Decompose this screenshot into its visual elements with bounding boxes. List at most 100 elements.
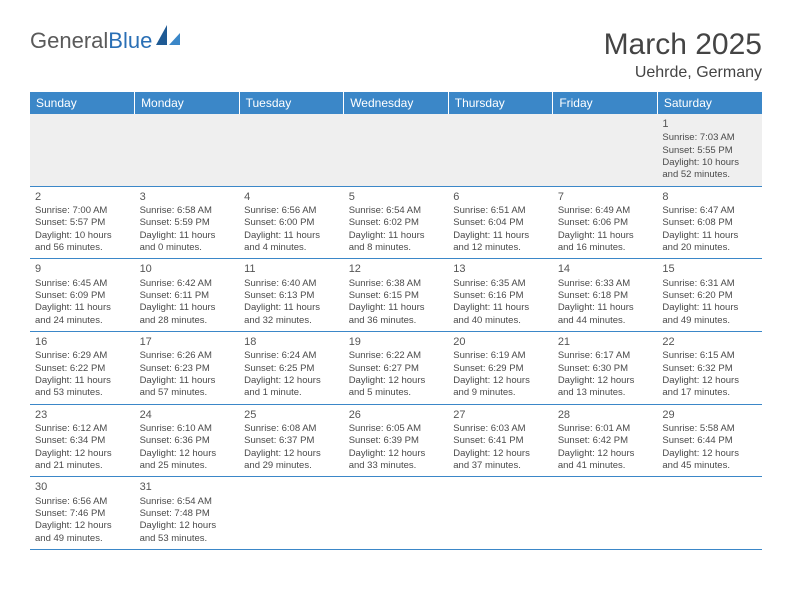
calendar-day-cell: 7Sunrise: 6:49 AMSunset: 6:06 PMDaylight… xyxy=(553,186,658,259)
day-detail-line: Sunrise: 7:03 AM xyxy=(662,132,757,144)
day-number: 30 xyxy=(35,480,130,494)
day-number: 20 xyxy=(453,335,548,349)
day-number: 8 xyxy=(662,190,757,204)
day-detail-line: Sunrise: 6:56 AM xyxy=(35,496,130,508)
calendar-day-cell: 27Sunrise: 6:03 AMSunset: 6:41 PMDayligh… xyxy=(448,404,553,477)
day-detail-line: and 24 minutes. xyxy=(35,315,130,327)
day-number: 23 xyxy=(35,408,130,422)
day-detail-line: and 16 minutes. xyxy=(558,242,653,254)
calendar-header-row: Sunday Monday Tuesday Wednesday Thursday… xyxy=(30,92,762,114)
day-detail-line: Daylight: 11 hours xyxy=(35,302,130,314)
calendar-day-cell: 6Sunrise: 6:51 AMSunset: 6:04 PMDaylight… xyxy=(448,186,553,259)
calendar-table: Sunday Monday Tuesday Wednesday Thursday… xyxy=(30,92,762,550)
calendar-day-cell xyxy=(239,477,344,550)
day-number: 22 xyxy=(662,335,757,349)
day-detail-line: Sunset: 6:39 PM xyxy=(349,435,444,447)
day-detail-line: Daylight: 11 hours xyxy=(662,230,757,242)
day-number: 10 xyxy=(140,262,235,276)
day-number: 6 xyxy=(453,190,548,204)
logo-sail-icon xyxy=(156,25,182,51)
day-number: 5 xyxy=(349,190,444,204)
day-detail-line: Sunrise: 6:22 AM xyxy=(349,350,444,362)
day-detail-line: Sunrise: 6:29 AM xyxy=(35,350,130,362)
day-detail-line: and 21 minutes. xyxy=(35,460,130,472)
day-header: Wednesday xyxy=(344,92,449,114)
day-detail-line: and 1 minute. xyxy=(244,387,339,399)
day-detail-line: Daylight: 12 hours xyxy=(453,375,548,387)
day-detail-line: Sunrise: 6:42 AM xyxy=(140,278,235,290)
day-detail-line: Sunset: 6:11 PM xyxy=(140,290,235,302)
day-detail-line: Sunset: 6:25 PM xyxy=(244,363,339,375)
day-detail-line: and 13 minutes. xyxy=(558,387,653,399)
day-detail-line: Sunrise: 6:17 AM xyxy=(558,350,653,362)
day-number: 11 xyxy=(244,262,339,276)
calendar-day-cell: 20Sunrise: 6:19 AMSunset: 6:29 PMDayligh… xyxy=(448,332,553,405)
calendar-day-cell: 10Sunrise: 6:42 AMSunset: 6:11 PMDayligh… xyxy=(135,259,240,332)
logo-text-general: General xyxy=(30,28,108,54)
day-detail-line: Sunrise: 6:56 AM xyxy=(244,205,339,217)
calendar-page: GeneralBlue March 2025 Uehrde, Germany S… xyxy=(0,0,792,570)
day-detail-line: Daylight: 11 hours xyxy=(244,230,339,242)
calendar-day-cell: 12Sunrise: 6:38 AMSunset: 6:15 PMDayligh… xyxy=(344,259,449,332)
calendar-day-cell: 5Sunrise: 6:54 AMSunset: 6:02 PMDaylight… xyxy=(344,186,449,259)
calendar-day-cell: 29Sunrise: 5:58 AMSunset: 6:44 PMDayligh… xyxy=(657,404,762,477)
day-detail-line: Sunset: 6:29 PM xyxy=(453,363,548,375)
calendar-body: 1Sunrise: 7:03 AMSunset: 5:55 PMDaylight… xyxy=(30,114,762,550)
day-detail-line: Sunset: 6:37 PM xyxy=(244,435,339,447)
day-number: 1 xyxy=(662,117,757,131)
calendar-day-cell: 22Sunrise: 6:15 AMSunset: 6:32 PMDayligh… xyxy=(657,332,762,405)
day-detail-line: Sunrise: 6:38 AM xyxy=(349,278,444,290)
day-detail-line: Daylight: 12 hours xyxy=(349,375,444,387)
day-detail-line: and 41 minutes. xyxy=(558,460,653,472)
calendar-week-row: 30Sunrise: 6:56 AMSunset: 7:46 PMDayligh… xyxy=(30,477,762,550)
calendar-day-cell: 15Sunrise: 6:31 AMSunset: 6:20 PMDayligh… xyxy=(657,259,762,332)
day-detail-line: Sunrise: 6:45 AM xyxy=(35,278,130,290)
day-detail-line: and 4 minutes. xyxy=(244,242,339,254)
day-detail-line: and 53 minutes. xyxy=(35,387,130,399)
day-detail-line: Daylight: 11 hours xyxy=(244,302,339,314)
day-detail-line: Daylight: 10 hours xyxy=(35,230,130,242)
day-detail-line: Sunset: 6:32 PM xyxy=(662,363,757,375)
day-detail-line: Sunset: 6:23 PM xyxy=(140,363,235,375)
calendar-day-cell: 4Sunrise: 6:56 AMSunset: 6:00 PMDaylight… xyxy=(239,186,344,259)
calendar-day-cell: 18Sunrise: 6:24 AMSunset: 6:25 PMDayligh… xyxy=(239,332,344,405)
day-number: 29 xyxy=(662,408,757,422)
day-detail-line: Daylight: 12 hours xyxy=(140,520,235,532)
day-detail-line: Sunrise: 6:15 AM xyxy=(662,350,757,362)
calendar-day-cell xyxy=(448,114,553,186)
day-detail-line: Daylight: 11 hours xyxy=(349,230,444,242)
day-detail-line: Sunset: 6:34 PM xyxy=(35,435,130,447)
day-detail-line: Sunrise: 6:33 AM xyxy=(558,278,653,290)
day-detail-line: Sunrise: 6:47 AM xyxy=(662,205,757,217)
day-number: 26 xyxy=(349,408,444,422)
day-detail-line: Sunset: 5:55 PM xyxy=(662,145,757,157)
day-number: 12 xyxy=(349,262,444,276)
day-number: 28 xyxy=(558,408,653,422)
day-detail-line: and 36 minutes. xyxy=(349,315,444,327)
day-detail-line: Sunset: 6:00 PM xyxy=(244,217,339,229)
day-number: 27 xyxy=(453,408,548,422)
calendar-week-row: 16Sunrise: 6:29 AMSunset: 6:22 PMDayligh… xyxy=(30,332,762,405)
day-detail-line: and 45 minutes. xyxy=(662,460,757,472)
day-detail-line: Daylight: 12 hours xyxy=(453,448,548,460)
day-number: 25 xyxy=(244,408,339,422)
calendar-day-cell: 21Sunrise: 6:17 AMSunset: 6:30 PMDayligh… xyxy=(553,332,658,405)
day-detail-line: Daylight: 11 hours xyxy=(453,302,548,314)
day-number: 24 xyxy=(140,408,235,422)
day-detail-line: and 56 minutes. xyxy=(35,242,130,254)
calendar-week-row: 23Sunrise: 6:12 AMSunset: 6:34 PMDayligh… xyxy=(30,404,762,477)
day-detail-line: Sunrise: 6:58 AM xyxy=(140,205,235,217)
day-detail-line: Sunset: 6:08 PM xyxy=(662,217,757,229)
location-label: Uehrde, Germany xyxy=(604,64,762,82)
day-number: 3 xyxy=(140,190,235,204)
day-detail-line: Sunset: 6:44 PM xyxy=(662,435,757,447)
day-detail-line: Sunrise: 6:01 AM xyxy=(558,423,653,435)
day-number: 19 xyxy=(349,335,444,349)
day-detail-line: Daylight: 10 hours xyxy=(662,157,757,169)
day-detail-line: Sunset: 6:16 PM xyxy=(453,290,548,302)
calendar-day-cell xyxy=(553,477,658,550)
day-detail-line: Sunset: 6:09 PM xyxy=(35,290,130,302)
day-detail-line: Sunset: 7:48 PM xyxy=(140,508,235,520)
day-detail-line: and 8 minutes. xyxy=(349,242,444,254)
calendar-day-cell xyxy=(344,477,449,550)
